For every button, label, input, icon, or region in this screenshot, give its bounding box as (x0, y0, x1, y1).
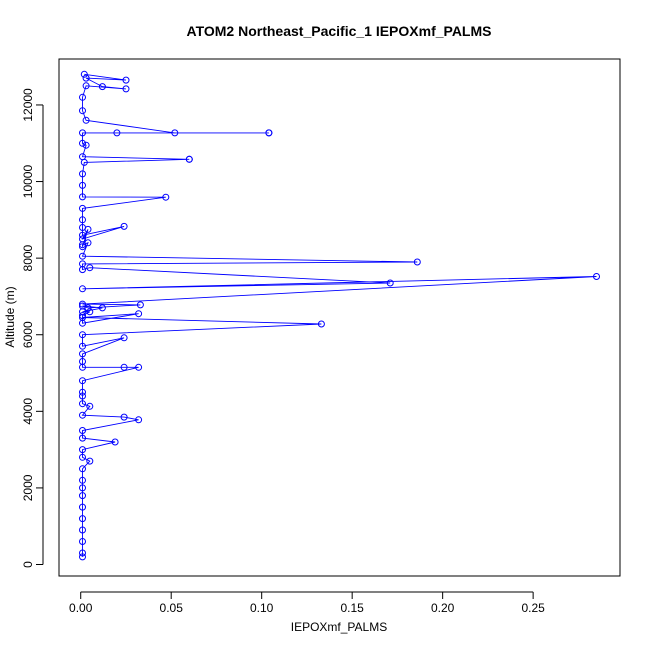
data-point (79, 139, 86, 147)
y-tick-label: 2000 (21, 474, 35, 501)
y-axis-label: Altitude (m) (3, 286, 17, 347)
data-point (79, 427, 86, 434)
x-axis-label: IEPOXmf_PALMS (291, 620, 387, 634)
data-point (79, 503, 86, 511)
series-line (81, 73, 597, 557)
data-point (79, 252, 86, 260)
data-point (79, 553, 86, 561)
data-point (79, 400, 86, 408)
x-axis: 0.00 0.05 0.10 0.15 0.20 0.25 (69, 591, 545, 615)
data-point (79, 331, 86, 339)
data-point (162, 193, 170, 201)
data-point (98, 83, 106, 91)
data-point (79, 93, 86, 101)
data-point (79, 350, 86, 358)
chart-title: ATOM2 Northeast_Pacific_1 IEPOXmf_PALMS (187, 23, 492, 39)
data-point (79, 411, 86, 419)
data-point (120, 413, 128, 421)
data-point (120, 334, 128, 342)
data-point (82, 116, 90, 124)
data-point (122, 76, 130, 84)
data-point (79, 363, 86, 371)
data-point (79, 515, 86, 523)
data-point (79, 526, 86, 534)
data-point (79, 392, 86, 400)
y-axis: 0 2000 4000 6000 8000 10000 12000 (21, 88, 44, 568)
data-point (84, 225, 92, 233)
x-tick-label: 0.20 (431, 601, 455, 615)
data-point (79, 216, 86, 224)
data-point (120, 363, 128, 371)
data-point (79, 388, 86, 396)
data-point (79, 465, 86, 473)
data-point (79, 434, 86, 442)
data-point (86, 264, 94, 272)
data-point (79, 129, 86, 137)
data-point (79, 484, 86, 492)
data-point (80, 158, 88, 166)
data-point (79, 170, 86, 178)
x-tick-label: 0.15 (340, 601, 364, 615)
data-point (113, 129, 121, 137)
data-point (86, 308, 94, 316)
data-series (79, 70, 600, 561)
data-point (185, 155, 193, 163)
data-point (82, 82, 90, 90)
data-point (79, 266, 86, 274)
data-point (386, 279, 394, 287)
data-point (98, 304, 106, 312)
data-point (79, 476, 86, 484)
data-point (171, 129, 179, 137)
x-tick-label: 0.10 (250, 601, 274, 615)
data-point (79, 377, 86, 385)
data-point (135, 363, 143, 371)
data-point (79, 314, 86, 321)
data-point (79, 312, 86, 320)
data-point (111, 438, 119, 446)
data-point (79, 446, 86, 454)
data-point (135, 310, 143, 318)
data-point (120, 222, 128, 230)
data-point (79, 300, 86, 308)
data-point (79, 538, 86, 545)
data-point (413, 258, 421, 266)
data-point (593, 273, 600, 280)
y-tick-label: 8000 (21, 244, 35, 271)
data-point (265, 129, 273, 137)
data-point (82, 74, 90, 82)
y-tick-label: 4000 (21, 398, 35, 425)
data-point (79, 285, 86, 293)
data-point (122, 85, 130, 93)
data-point (79, 453, 86, 461)
data-point (79, 193, 86, 201)
x-tick-label: 0.00 (69, 601, 93, 615)
data-point (80, 70, 88, 78)
data-point (79, 204, 86, 212)
data-point (79, 549, 86, 557)
x-tick-label: 0.05 (160, 601, 184, 615)
data-point (79, 492, 86, 500)
data-point (86, 457, 94, 465)
y-tick-label: 0 (21, 561, 35, 568)
data-point (135, 416, 143, 424)
data-point (136, 301, 144, 309)
data-point (86, 402, 94, 410)
data-point (79, 243, 86, 251)
data-point (317, 320, 325, 328)
data-point (79, 181, 86, 189)
data-point (84, 239, 92, 247)
y-tick-label: 12000 (21, 88, 35, 122)
x-tick-label: 0.25 (521, 601, 545, 615)
data-point (79, 107, 86, 115)
plot-frame (58, 58, 621, 577)
y-tick-label: 10000 (21, 165, 35, 199)
data-point (79, 231, 86, 239)
y-tick-label: 6000 (21, 321, 35, 348)
data-point (82, 141, 90, 149)
data-point (79, 342, 86, 350)
